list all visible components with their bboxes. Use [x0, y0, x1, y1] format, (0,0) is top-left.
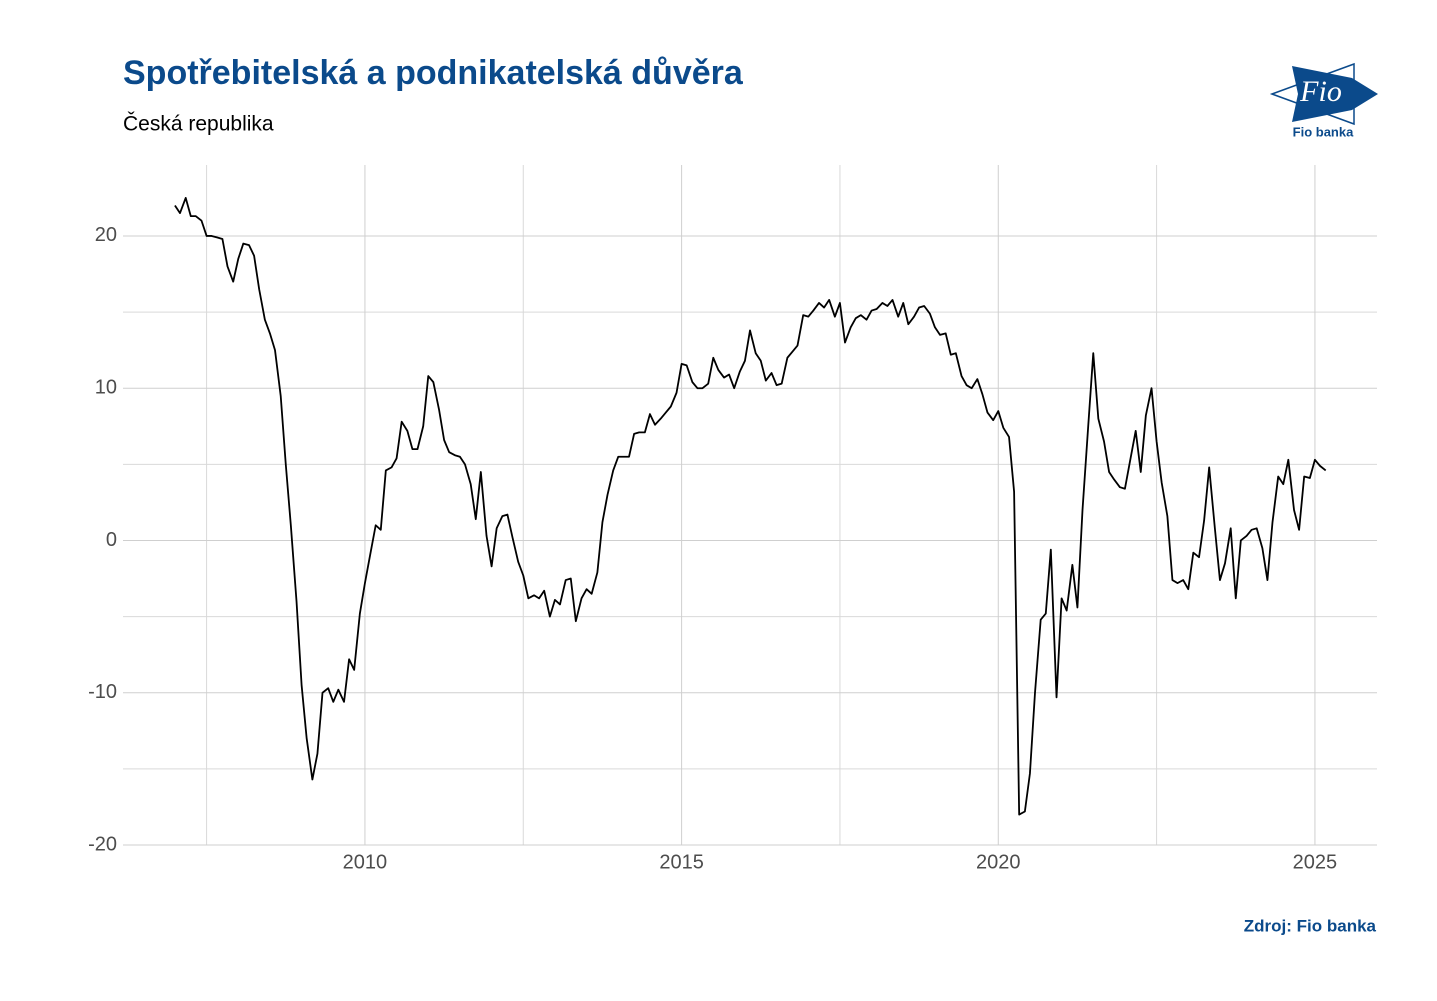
logo-mark: Fio [1299, 75, 1342, 108]
x-tick-label: 2010 [343, 851, 388, 873]
chart-subtitle: Česká republika [123, 113, 274, 136]
y-tick-label: 20 [95, 224, 117, 246]
y-tick-label: 10 [95, 376, 117, 398]
source: Zdroj: Fio banka [1244, 916, 1377, 935]
x-tick-label: 2020 [976, 851, 1021, 873]
chart-title: Spotřebitelská a podnikatelská důvěra [123, 54, 744, 92]
data-line [174, 196, 1327, 816]
y-tick-label: 0 [106, 529, 117, 551]
x-tick-label: 2015 [659, 851, 704, 873]
y-tick-label: -20 [88, 833, 117, 855]
logo: Fio Fio banka [1269, 62, 1378, 139]
y-tick-label: -10 [88, 681, 117, 703]
logo-name: Fio banka [1293, 124, 1354, 139]
x-tick-label: 2025 [1293, 851, 1338, 873]
logo-shape [1292, 66, 1378, 122]
